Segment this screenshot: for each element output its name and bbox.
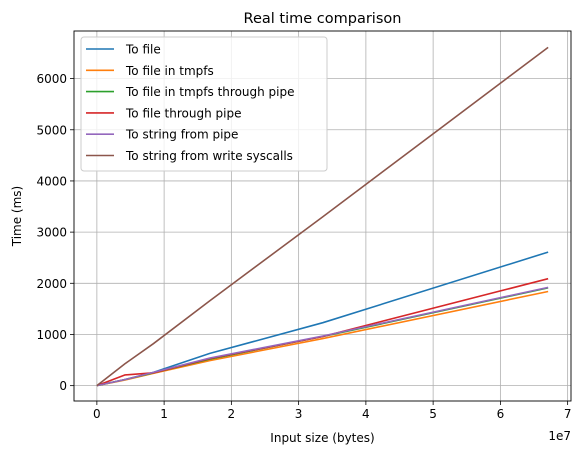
x-tick-label: 7 [564,407,572,421]
x-tick-label: 6 [497,407,505,421]
legend-label-3: To file in tmpfs through pipe [125,85,295,99]
x-tick-label: 4 [362,407,370,421]
y-tick-label: 1000 [36,328,67,342]
plot-frame [73,30,572,402]
x-tick-label: 3 [295,407,303,421]
y-tick-label: 5000 [36,123,67,137]
y-tick-label: 2000 [36,277,67,291]
chart-title: Real time comparison [244,11,402,27]
axis-ticks: 0 1 2 3 4 5 6 7 0 1000 2000 3000 4000 5000 6000 [36,72,571,421]
y-tick-label: 4000 [36,174,67,188]
y-axis-label: Time (ms) [10,186,24,248]
legend-label-2: To file in tmpfs [125,64,214,78]
legend-items: To file To file in tmpfs To file in tmpfs … [86,43,295,163]
legend: To file To file in tmpfs To file in tmpfs … [80,36,328,172]
y-tick-label: 6000 [36,72,67,86]
legend-box [80,36,328,172]
x-tick-label: 2 [228,407,236,421]
x-tick-label: 0 [93,407,101,421]
legend-label-5: To string from pipe [125,128,238,142]
x-tick-label: 1 [160,407,168,421]
legend-label-1: To file [125,43,161,57]
series-line-6 [96,46,549,387]
series-lines [96,46,549,387]
x-tick-label: 5 [429,407,437,421]
y-tick-label: 0 [59,379,67,393]
x-offset-label: 1e7 [548,429,571,443]
legend-label-4: To file through pipe [125,106,241,120]
x-axis-label: Input size (bytes) [270,431,374,445]
series-line-5 [96,286,549,387]
y-tick-label: 3000 [36,226,67,240]
legend-label-6: To string from write syscalls [125,149,293,163]
